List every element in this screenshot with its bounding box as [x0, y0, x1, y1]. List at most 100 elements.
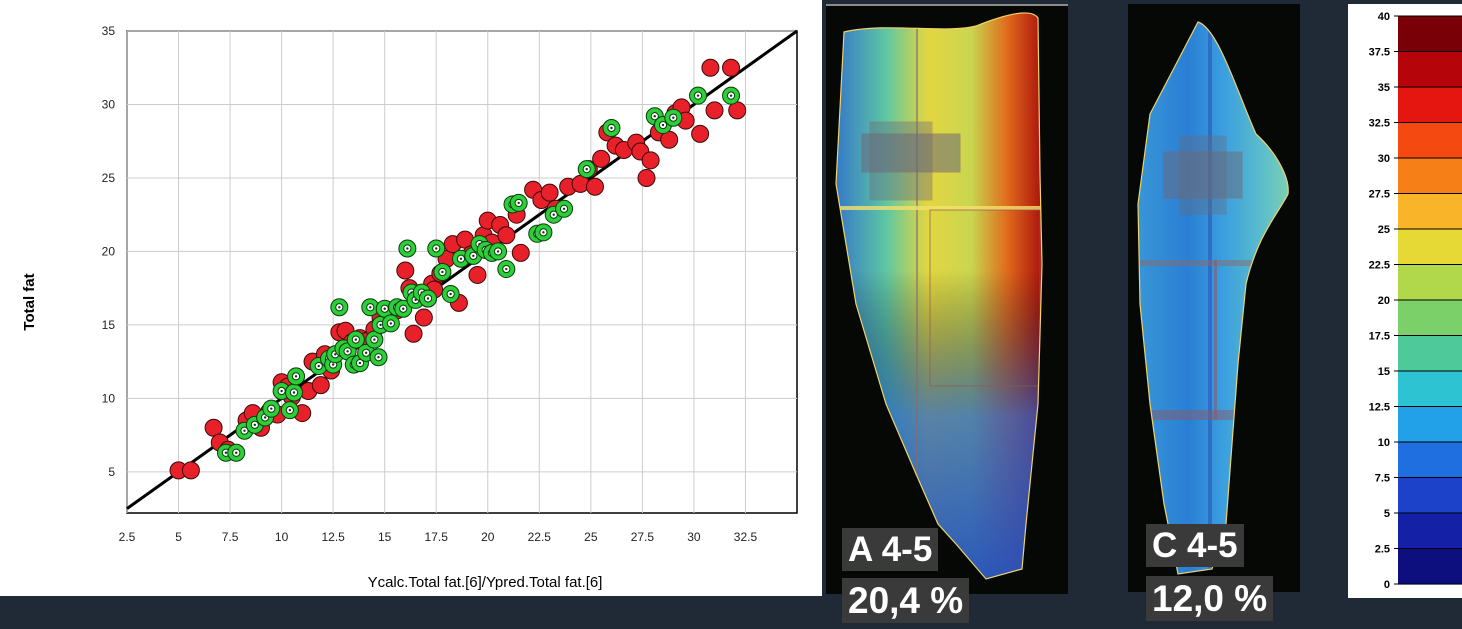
color-scale-band	[1398, 335, 1462, 372]
color-scale-band	[1398, 51, 1462, 88]
data-point-red	[641, 151, 660, 170]
data-point-green	[394, 299, 413, 318]
data-point-red	[585, 177, 604, 196]
data-point-green	[346, 330, 365, 349]
color-scale-band	[1398, 513, 1462, 550]
data-point-green	[489, 242, 508, 261]
data-point-green	[365, 330, 384, 349]
data-point-green	[534, 223, 553, 242]
x-tick-label: 2.5	[119, 530, 136, 544]
color-scale-label: 20	[1378, 295, 1390, 307]
data-point-red	[311, 376, 330, 395]
color-scale-label: 22.5	[1369, 260, 1390, 272]
data-point-red	[181, 461, 200, 480]
color-scale-band	[1398, 371, 1462, 408]
x-tick-label: 5	[175, 530, 182, 544]
x-tick-label: 22.5	[528, 530, 552, 544]
data-point-red	[701, 58, 720, 77]
data-point-green	[330, 298, 349, 317]
y-tick-label: 20	[102, 244, 116, 258]
color-scale-label: 27.5	[1369, 189, 1390, 201]
scan-a-label: A 4-5	[842, 528, 939, 571]
color-scale-band	[1398, 548, 1462, 585]
color-scale-label: 10	[1378, 437, 1390, 449]
data-point-red	[540, 183, 559, 202]
x-tick-label: 32.5	[734, 530, 758, 544]
x-tick-label: 10	[275, 530, 289, 544]
fat-distribution-image-c	[1137, 21, 1289, 575]
color-scale-label: 5	[1384, 508, 1390, 520]
y-tick-label: 5	[108, 465, 115, 479]
y-tick-label: 30	[102, 97, 116, 111]
data-point-red	[705, 101, 724, 120]
fat-color-scale: 40 37.5 35 32.5 30 27.5 25 22.5 20 17.5 15 12.5 10 7.…	[1348, 4, 1462, 598]
color-scale-band	[1398, 87, 1462, 124]
x-tick-label: 27.5	[631, 530, 655, 544]
data-point-green	[227, 443, 246, 462]
scatter-plot: 5 10 15 20 25 30 35 2.5 5 7.5 10 12.5 15 17.5 20 22.5 2…	[21, 24, 798, 591]
color-scale-label: 32.5	[1369, 118, 1390, 130]
data-point-red	[396, 261, 415, 280]
data-point-red	[468, 265, 487, 284]
color-scale-band	[1398, 442, 1462, 479]
data-point-red	[404, 324, 423, 343]
color-scale-band	[1398, 122, 1462, 159]
color-scale-label: 37.5	[1369, 47, 1390, 59]
data-point-green	[287, 367, 306, 386]
x-tick-label: 12.5	[321, 530, 345, 544]
x-tick-label: 15	[378, 530, 392, 544]
data-point-green	[262, 399, 281, 418]
data-point-red	[637, 168, 656, 187]
x-tick-label: 17.5	[425, 530, 449, 544]
color-scale-band	[1398, 16, 1462, 53]
data-point-green	[418, 289, 437, 308]
data-point-green	[280, 401, 299, 420]
data-point-red	[592, 149, 611, 168]
color-scale-label: 12.5	[1369, 402, 1390, 414]
data-point-green	[689, 86, 708, 105]
color-scale-band	[1398, 158, 1462, 195]
data-point-green	[555, 199, 574, 218]
data-point-red	[497, 226, 516, 245]
data-point-green	[722, 86, 741, 105]
color-scale-label: 40	[1378, 11, 1390, 23]
y-tick-label: 35	[102, 24, 116, 38]
data-point-green	[284, 383, 303, 402]
color-scale-label: 17.5	[1369, 331, 1390, 343]
data-point-red	[722, 58, 741, 77]
color-scale-label: 15	[1378, 366, 1390, 378]
data-point-green	[433, 263, 452, 281]
x-tick-label: 20	[481, 530, 495, 544]
scatter-plot-panel: 5 10 15 20 25 30 35 2.5 5 7.5 10 12.5 15 17.5 20 22.5 2…	[0, 0, 822, 596]
x-axis-label: Ycalc.Total fat.[6]/Ypred.Total fat.[6]	[368, 574, 603, 591]
data-point-green	[427, 239, 446, 258]
fat-distribution-image-a	[826, 4, 1068, 580]
y-tick-label: 25	[102, 171, 116, 185]
data-point-green	[577, 160, 596, 179]
data-point-green	[398, 239, 417, 258]
data-point-green	[381, 314, 400, 333]
y-tick-label: 10	[102, 391, 116, 405]
data-point-green	[441, 285, 460, 304]
color-scale-label: 25	[1378, 224, 1390, 236]
color-scale-band	[1398, 477, 1462, 514]
x-tick-label: 7.5	[222, 530, 239, 544]
color-scale-label: 7.5	[1375, 473, 1390, 485]
color-scale-bar: 40 37.5 35 32.5 30 27.5 25 22.5 20 17.5 15 12.5 10 7.…	[1369, 11, 1462, 591]
color-scale-label: 35	[1378, 82, 1390, 94]
x-tick-label: 25	[584, 530, 598, 544]
data-point-green	[664, 108, 683, 127]
data-point-green	[497, 260, 516, 279]
data-point-red	[511, 243, 530, 262]
data-point-red	[691, 124, 710, 143]
color-scale-band	[1398, 193, 1462, 230]
data-point-red	[414, 308, 433, 327]
y-tick-label: 15	[102, 318, 116, 332]
scan-c-label: C 4-5	[1146, 524, 1244, 567]
nir-fat-scan-c	[1128, 4, 1300, 592]
data-point-green	[369, 348, 388, 367]
color-scale-band	[1398, 229, 1462, 266]
color-scale-band	[1398, 300, 1462, 337]
color-scale-label: 2.5	[1375, 544, 1390, 556]
scan-c-fat-percent: 12,0 %	[1146, 576, 1274, 621]
